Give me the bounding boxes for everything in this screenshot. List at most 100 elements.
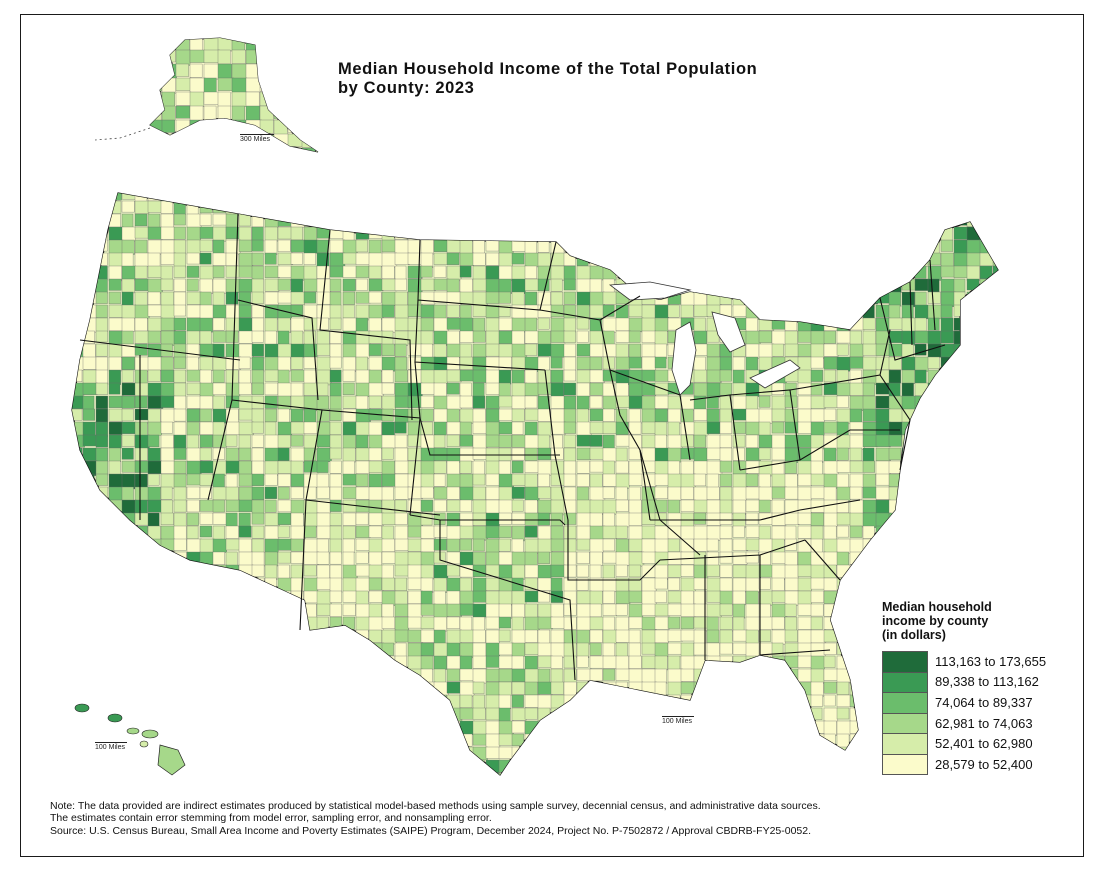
county-cell xyxy=(719,356,732,372)
county-cell xyxy=(316,343,331,356)
county-cell xyxy=(199,694,215,708)
county-cell xyxy=(706,193,720,200)
county-cell xyxy=(394,681,409,694)
county-cell xyxy=(823,473,838,489)
county-cell xyxy=(758,193,774,202)
county-cell xyxy=(277,759,291,773)
county-cell xyxy=(264,668,281,684)
county-cell xyxy=(888,200,902,213)
county-cell xyxy=(199,538,215,554)
county-cell xyxy=(732,265,746,281)
county-cell xyxy=(160,590,174,606)
county-cell xyxy=(784,252,798,265)
county-cell xyxy=(264,265,280,278)
county-cell xyxy=(238,499,254,512)
county-cell xyxy=(940,408,955,425)
county-cell xyxy=(576,499,593,514)
county-cell xyxy=(433,193,447,201)
county-cell xyxy=(615,694,630,708)
county-cell xyxy=(836,265,849,279)
county-cell xyxy=(836,642,852,655)
county-cell xyxy=(368,291,382,304)
county-cell xyxy=(186,330,200,346)
county-cell xyxy=(719,278,732,291)
county-cell xyxy=(498,382,511,398)
county-cell xyxy=(823,759,837,775)
county-cell xyxy=(108,278,122,291)
county-cell xyxy=(680,564,694,577)
county-cell xyxy=(264,226,278,242)
county-cell xyxy=(199,720,213,734)
county-cell xyxy=(420,291,436,305)
county-cell xyxy=(693,759,708,775)
county-cell xyxy=(914,564,929,578)
county-cell xyxy=(186,200,199,215)
county-cell xyxy=(693,538,709,552)
county-cell xyxy=(186,733,201,747)
county-cell xyxy=(329,265,346,278)
county-cell xyxy=(394,447,408,463)
legend-item: 28,579 to 52,400 xyxy=(882,753,1072,775)
county-cell xyxy=(316,551,330,565)
county-cell xyxy=(433,564,449,581)
county-cell xyxy=(797,408,812,424)
county-cell xyxy=(719,720,733,736)
county-cell xyxy=(277,356,291,372)
county-cell xyxy=(537,447,552,461)
source-note: Note: The data provided are indirect est… xyxy=(50,800,821,837)
county-cell xyxy=(511,564,525,580)
county-cell xyxy=(303,668,316,684)
county-cell xyxy=(303,421,318,435)
county-cell xyxy=(927,564,942,577)
county-cell xyxy=(225,603,239,616)
county-cell xyxy=(758,200,772,214)
county-cell xyxy=(217,147,235,152)
county-cell xyxy=(203,119,218,137)
county-cell xyxy=(706,213,721,230)
county-cell xyxy=(329,369,342,383)
county-cell xyxy=(72,356,85,371)
county-cell xyxy=(199,603,213,619)
county-cell xyxy=(602,759,618,774)
county-cell xyxy=(199,278,213,294)
county-cell xyxy=(589,265,604,281)
county-cell xyxy=(225,291,239,305)
county-cell xyxy=(264,460,279,476)
county-cell xyxy=(290,694,304,710)
county-cell xyxy=(472,681,485,695)
county-cell xyxy=(628,382,644,398)
county-cell xyxy=(823,525,837,540)
county-cell xyxy=(862,551,876,565)
county-cell xyxy=(888,291,901,307)
county-cell xyxy=(927,577,943,592)
county-cell xyxy=(121,226,136,242)
county-cell xyxy=(823,421,839,434)
county-cell xyxy=(407,395,423,408)
county-cell xyxy=(485,746,501,759)
county-cell xyxy=(537,369,551,384)
county-cell xyxy=(186,434,199,449)
county-cell xyxy=(72,616,84,632)
county-cell xyxy=(589,746,603,762)
county-cell xyxy=(498,460,511,475)
county-cell xyxy=(511,421,524,435)
county-cell xyxy=(966,538,979,552)
county-cell xyxy=(264,395,278,409)
county-cell xyxy=(95,434,108,448)
county-cell xyxy=(992,772,998,775)
county-cell xyxy=(602,707,618,721)
county-cell xyxy=(381,356,396,372)
county-cell xyxy=(511,499,524,512)
county-cell xyxy=(550,681,564,695)
county-cell xyxy=(407,369,423,384)
county-cell xyxy=(797,564,812,578)
county-cell xyxy=(225,681,240,697)
county-cell xyxy=(203,63,219,80)
county-cell xyxy=(407,603,423,619)
county-cell xyxy=(108,291,121,305)
county-cell xyxy=(498,590,513,606)
county-cell xyxy=(940,356,956,369)
county-cell xyxy=(446,473,462,488)
county-cell xyxy=(810,746,825,761)
county-cell xyxy=(72,252,82,267)
